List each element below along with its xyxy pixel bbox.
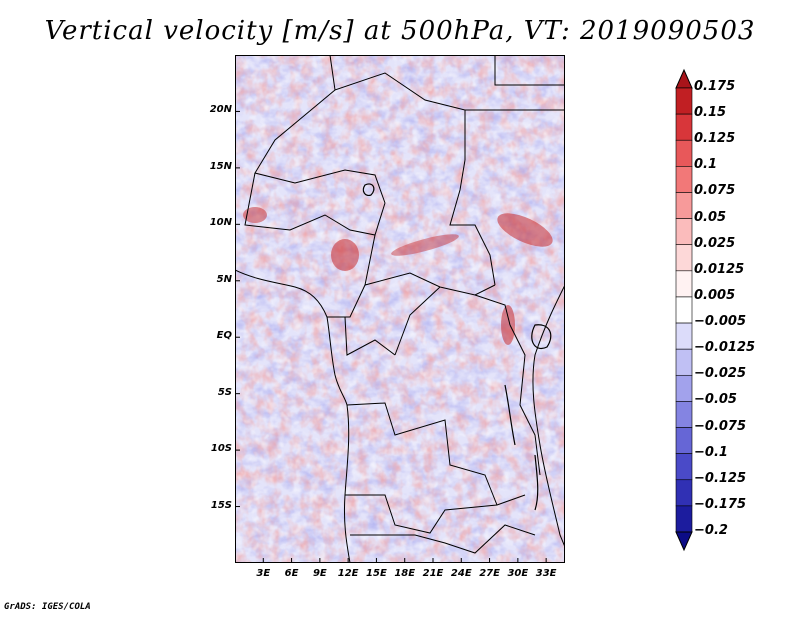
border-cameroon-gabon: [327, 284, 396, 356]
lat-tick-label: 10N: [209, 217, 232, 229]
lon-tick-label: 33E: [535, 568, 557, 579]
lon-tick-label: 27E: [479, 568, 500, 579]
colorbar-label: 0.175: [694, 79, 736, 94]
uplift-zone-central: [331, 239, 359, 271]
lon-tick-label: 6E: [284, 568, 299, 579]
colorbar-label: 0.025: [694, 235, 736, 251]
colorbar-label: −0.175: [694, 496, 747, 512]
border-sahara: [465, 55, 565, 111]
uplift-zone-arc: [391, 234, 459, 256]
colorbar-swatch: [675, 166, 693, 193]
lat-tick-label: 15N: [209, 160, 232, 172]
lat-tick-label: 5N: [216, 273, 232, 285]
colorbar-label: 0.125: [694, 131, 736, 147]
colorbar-label: 0.0125: [694, 261, 745, 277]
colorbar-label: −0.005: [694, 314, 747, 330]
lon-tick-label: 15E: [366, 568, 387, 579]
colorbar-label: 0.05: [694, 209, 727, 225]
border-south: [350, 524, 536, 554]
colorbar-swatch: [675, 244, 693, 272]
colorbar-swatch: [675, 218, 693, 246]
colorbar-swatch: [675, 453, 693, 481]
coastline-west: [235, 269, 351, 563]
colorbar-bottom-arrow: [675, 531, 693, 552]
lakes: [362, 183, 552, 511]
credit-footer: GrADS: IGES/COLA: [4, 602, 91, 612]
colorbar-label: 0.15: [694, 105, 727, 121]
coastline-east: [532, 284, 565, 548]
colorbar-swatch: [675, 113, 693, 141]
colorbar-label: −0.075: [694, 418, 747, 434]
colorbar-label: −0.125: [694, 470, 747, 486]
border-niger-chad: [254, 89, 386, 204]
colorbar-label: −0.1: [694, 444, 728, 460]
colorbar-label: −0.05: [694, 392, 737, 408]
border-car: [364, 234, 496, 296]
colorbar-swatch: [675, 505, 693, 533]
colorbar-swatch: [675, 374, 693, 402]
uplift-zone-sahel-east: [497, 213, 553, 247]
lat-tick-label: 20N: [209, 104, 232, 116]
lake-malawi: [534, 454, 539, 511]
colorbar-swatch: [675, 139, 693, 167]
white-field-layer: [235, 55, 565, 563]
colorbar-label: −0.2: [694, 523, 728, 538]
lat-tick-label: EQ: [216, 330, 232, 342]
colorbar-swatch: [675, 348, 693, 376]
border-chad-sudan: [449, 159, 496, 286]
colorbar-swatch: [675, 322, 693, 350]
colorbar-swatch: [675, 270, 693, 298]
lat-tick-label: 10S: [210, 443, 232, 455]
border-east: [509, 324, 541, 476]
lat-tick-label: 15S: [210, 499, 232, 511]
lon-tick-label: 18E: [394, 568, 416, 579]
colorbar-swatches: [675, 68, 693, 552]
lon-tick-label: 9E: [312, 568, 327, 579]
colorbar-label: −0.0125: [694, 340, 756, 356]
colorbar-swatch: [675, 427, 693, 454]
border-drc-south: [346, 402, 498, 506]
lake-tanganyika: [504, 384, 516, 446]
colorbar-label: 0.005: [694, 287, 736, 303]
lake-victoria: [531, 324, 552, 349]
border-drc-north: [394, 286, 511, 356]
colorbar-label: 0.1: [694, 157, 718, 173]
map-frame: [235, 55, 565, 563]
colorbar-label: −0.025: [694, 366, 747, 382]
uplift-zone-lakes: [501, 305, 515, 345]
lon-tick-label: 3E: [256, 568, 271, 579]
colorbar-swatch: [675, 296, 693, 324]
country-borders: [235, 55, 565, 563]
uplift-zone-west: [243, 207, 267, 223]
colorbar-swatch: [675, 401, 693, 428]
colorbar: 0.175 0.15 0.125 0.1 0.075 0.05 0.025 0.0125 0.0…: [670, 60, 790, 560]
lon-tick-label: 12E: [337, 568, 359, 579]
lon-tick-label: 21E: [422, 568, 444, 579]
colorbar-top-arrow: [675, 68, 693, 89]
strong-uplift-zones: [243, 207, 553, 345]
lon-tick-label: 24E: [450, 568, 472, 579]
lon-tick-label: 30E: [507, 568, 529, 579]
colorbar-swatch: [675, 192, 693, 219]
lake-chad: [362, 183, 375, 196]
colorbar-label: 0.075: [694, 183, 736, 199]
border-algeria-libya: [329, 55, 466, 160]
colorbar-swatch: [675, 479, 693, 507]
colorbar-swatch: [675, 87, 693, 115]
border-angola-zambia: [345, 494, 526, 534]
lat-tick-label: 5S: [217, 386, 232, 398]
chart-title: Vertical velocity [m/s] at 500hPa, VT: 2…: [44, 16, 756, 46]
vertical-velocity-map: [235, 55, 565, 563]
